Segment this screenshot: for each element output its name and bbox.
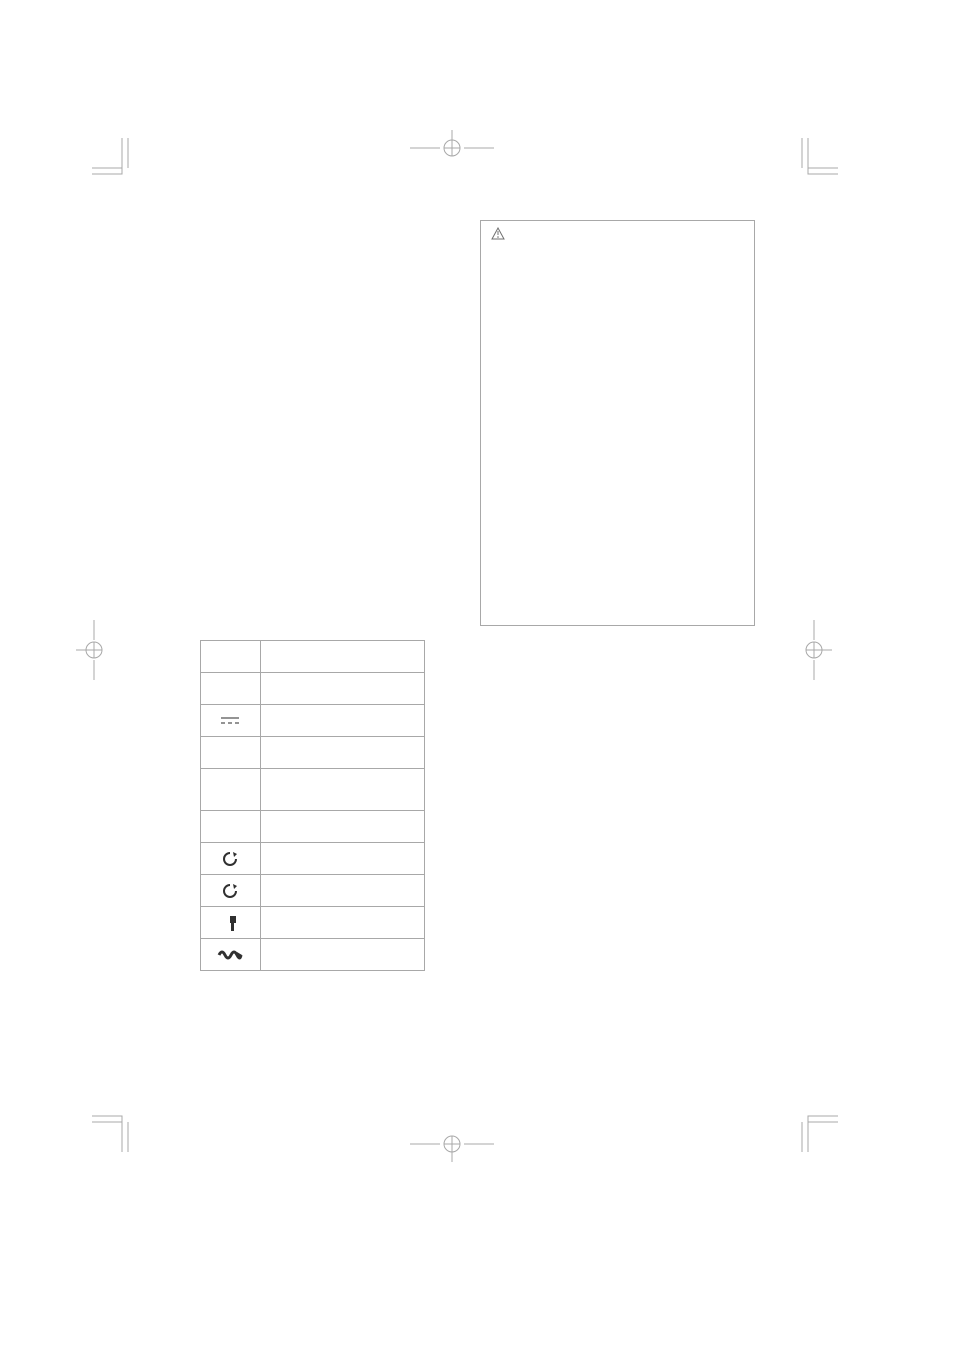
table-row bbox=[201, 843, 425, 875]
spec-value bbox=[260, 907, 424, 939]
spec-label bbox=[201, 673, 261, 705]
spec-label bbox=[201, 811, 261, 843]
spec-value bbox=[260, 939, 424, 971]
right-column bbox=[480, 220, 755, 626]
table-row bbox=[201, 939, 425, 971]
table-row bbox=[201, 737, 425, 769]
register-mark-right bbox=[796, 620, 832, 680]
register-mark-left bbox=[76, 620, 112, 680]
warning-box bbox=[480, 220, 755, 626]
table-row bbox=[201, 875, 425, 907]
vibration-icon bbox=[201, 939, 261, 971]
spec-value bbox=[260, 811, 424, 843]
rotate-ccw-icon bbox=[201, 875, 261, 907]
cropmark-bottom-left bbox=[92, 1100, 144, 1152]
spec-label bbox=[201, 641, 261, 673]
spec-value bbox=[260, 875, 424, 907]
register-mark-bottom bbox=[410, 1126, 494, 1162]
cropmark-bottom-right bbox=[786, 1100, 838, 1152]
table-row bbox=[201, 705, 425, 737]
register-mark-top bbox=[410, 130, 494, 166]
hammer-icon bbox=[201, 907, 261, 939]
cropmark-top-right bbox=[786, 138, 838, 190]
table-row bbox=[201, 641, 425, 673]
table-row bbox=[201, 769, 425, 811]
spec-label bbox=[201, 769, 261, 811]
table-row bbox=[201, 811, 425, 843]
warning-triangle-icon bbox=[491, 227, 505, 241]
table-row bbox=[201, 907, 425, 939]
spec-label bbox=[201, 737, 261, 769]
spec-value bbox=[260, 737, 424, 769]
spec-value bbox=[260, 843, 424, 875]
table-row bbox=[201, 673, 425, 705]
spec-value bbox=[260, 769, 424, 811]
spec-value bbox=[260, 641, 424, 673]
specifications-table bbox=[200, 640, 425, 971]
cropmark-top-left bbox=[92, 138, 144, 190]
dc-symbol-icon bbox=[201, 705, 261, 737]
spec-value bbox=[260, 705, 424, 737]
rotate-ccw-icon bbox=[201, 843, 261, 875]
left-column bbox=[200, 220, 440, 971]
spec-value bbox=[260, 673, 424, 705]
